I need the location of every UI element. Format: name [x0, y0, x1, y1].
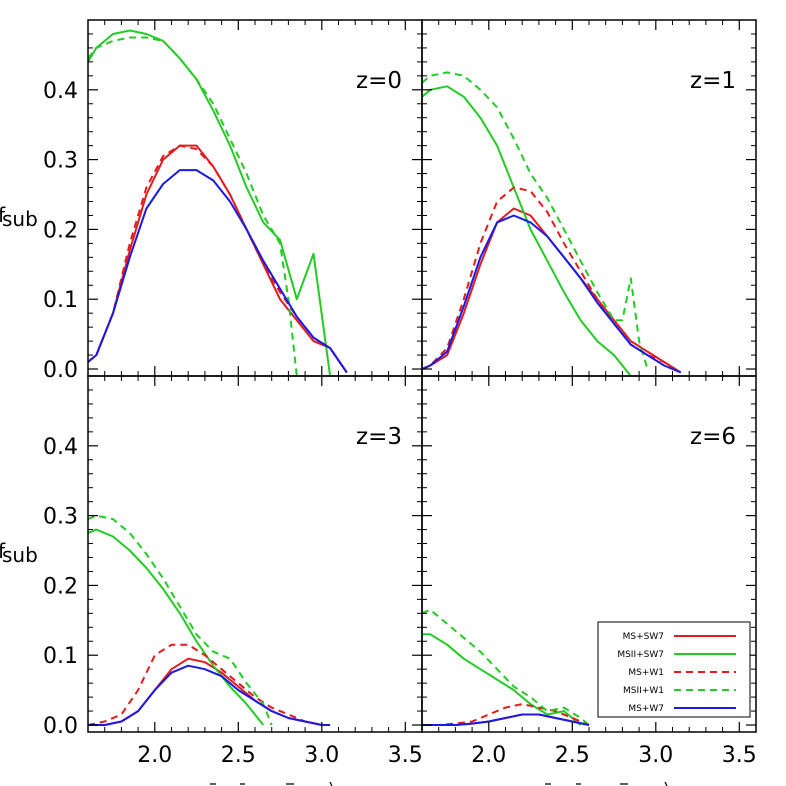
legend-label: MS+W7 — [628, 704, 664, 714]
y-axis-label-f: f — [0, 203, 6, 227]
series-line-ms-sw7 — [88, 657, 331, 726]
series-line-ms-w7 — [88, 664, 331, 726]
series-line-ms-sw7 — [422, 207, 682, 374]
x-tick-label: 3.5 — [722, 743, 757, 768]
x-tick-label: 2.0 — [137, 743, 172, 768]
panel-series-group — [88, 29, 348, 376]
y-tick-label: 0.0 — [43, 358, 78, 383]
panel-z-label: z=1 — [690, 68, 736, 94]
series-line-msii-w1 — [422, 71, 649, 370]
series-line-msii-sw7 — [422, 85, 632, 376]
series-line-msii-sw7 — [88, 528, 265, 726]
x-tick-label: 3.0 — [304, 743, 339, 768]
x-tick-label: 2.0 — [471, 743, 506, 768]
series-line-msii-w1 — [88, 36, 298, 376]
y-axis-label-bottom: f sub — [0, 539, 38, 567]
series-line-msii-w1 — [88, 514, 273, 726]
tick-labels: 0.0 0.1 0.2 0.3 0.4 0.0 0.1 0.2 0.3 0.4 2.0 2.5 3.0 3… — [43, 79, 757, 768]
x-tick-label: 2.5 — [555, 743, 590, 768]
series-line-ms-w7 — [422, 713, 590, 726]
panel-series-group — [422, 608, 590, 726]
y-tick-label: 0.3 — [43, 505, 78, 530]
series-line-msii-sw7 — [88, 29, 332, 376]
legend-label: MSII+W1 — [623, 686, 664, 696]
series-line-ms-w1 — [88, 643, 323, 726]
x-tick-label: 2.5 — [221, 743, 256, 768]
x-tick-label: 3.5 — [388, 743, 423, 768]
x-tick-label: 3.0 — [638, 743, 673, 768]
panel-z3: z=3 — [87, 375, 423, 733]
series-line-ms-w1 — [422, 186, 682, 374]
y-tick-label: 0.4 — [43, 435, 78, 460]
y-tick-label: 0.2 — [43, 574, 78, 599]
legend-label: MS+SW7 — [623, 632, 664, 642]
panels-layer: z=0 z=1 z=3 z=6 — [87, 19, 757, 733]
x-axis-label-remnants — [210, 781, 668, 786]
y-tick-label: 0.2 — [43, 218, 78, 243]
series-line-ms-w7 — [88, 169, 348, 374]
panel-series-group — [422, 71, 682, 376]
y-tick-label: 0.1 — [43, 288, 78, 313]
legend: MS+SW7 MSII+SW7 MS+W1 MSII+W1 MS+W7 — [597, 621, 751, 718]
panel-series-group — [88, 514, 331, 726]
legend-box — [597, 621, 751, 718]
y-tick-label: 0.1 — [43, 644, 78, 669]
panel-z-label: z=0 — [356, 68, 402, 94]
panel-z1: z=1 — [421, 19, 757, 377]
y-axis-label-f-bottom: f — [0, 539, 6, 563]
legend-label: MS+W1 — [628, 668, 664, 678]
series-line-msii-w1 — [422, 608, 590, 726]
series-line-ms-w7 — [422, 214, 682, 374]
y-axis-label-top: f f_sub sub — [0, 203, 38, 231]
panel-z-label: z=6 — [690, 424, 736, 450]
y-tick-label: 0.4 — [43, 79, 78, 104]
panel-z6: z=6 — [421, 375, 757, 733]
y-axis-label-sub-bottom: sub — [2, 543, 38, 567]
y-tick-label: 0.0 — [43, 714, 78, 739]
legend-label: MSII+SW7 — [617, 650, 664, 660]
series-line-msii-sw7 — [422, 633, 582, 726]
y-axis-label-sub-visible: sub — [2, 207, 38, 231]
panel-z-label: z=3 — [356, 424, 402, 450]
y-tick-label: 0.3 — [43, 149, 78, 174]
panel-z0: z=0 — [87, 19, 423, 377]
series-line-ms-w1 — [88, 144, 348, 374]
